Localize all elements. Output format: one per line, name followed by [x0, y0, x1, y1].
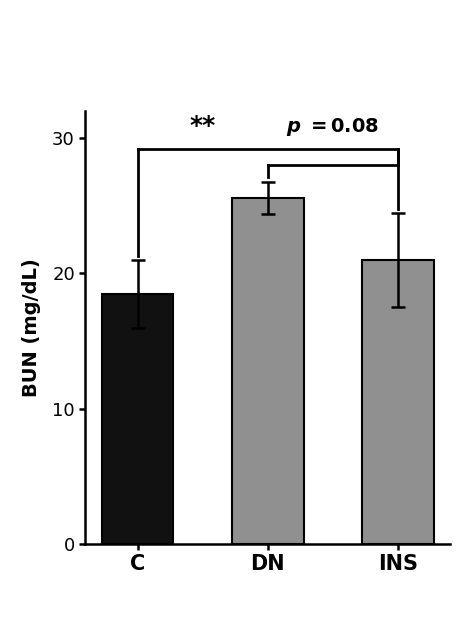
- Y-axis label: BUN (mg/dL): BUN (mg/dL): [22, 258, 41, 397]
- Bar: [102, 294, 173, 544]
- Text: $\bfit{p}$ $\mathbf{=0.08}$: $\bfit{p}$ $\mathbf{=0.08}$: [286, 116, 380, 138]
- Bar: [362, 260, 434, 544]
- Bar: [232, 198, 303, 544]
- Text: **: **: [190, 114, 216, 138]
